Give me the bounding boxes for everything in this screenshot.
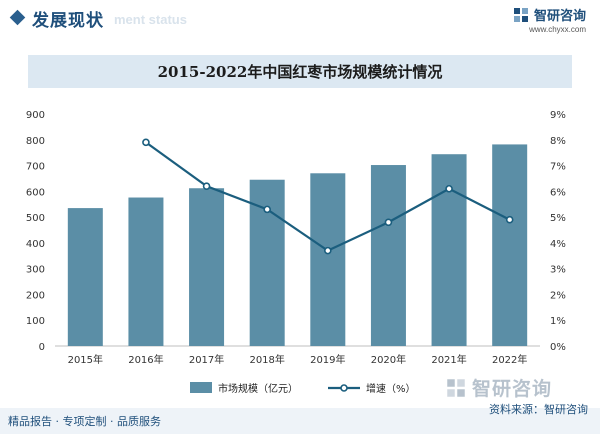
growth-point (384, 218, 393, 227)
y-left-tick-label: 0 (39, 342, 45, 353)
y-left-tick-label: 100 (26, 316, 45, 327)
y-right-tick-label: 2% (550, 290, 566, 301)
growth-point (263, 205, 271, 214)
bar (128, 197, 164, 346)
growth-point (142, 138, 150, 147)
y-right-tick-label: 7% (550, 162, 566, 173)
x-tick-label: 2017年 (189, 353, 224, 366)
x-tick-label: 2018年 (249, 353, 284, 366)
bar (370, 165, 406, 346)
chart-title: 2015-2022年中国红枣市场规模统计情况 (157, 63, 443, 81)
y-left-tick-label: 900 (26, 110, 45, 121)
bar (492, 144, 528, 346)
source-note: 资料来源：智研咨询 (489, 403, 588, 416)
x-tick-label: 2019年 (310, 353, 345, 366)
section-subtitle: ment status (114, 12, 187, 27)
x-tick-label: 2020年 (371, 353, 406, 366)
bar (67, 208, 103, 346)
y-left-tick-label: 800 (26, 136, 45, 147)
growth-point (445, 184, 453, 193)
legend-swatch-marker (340, 384, 348, 392)
x-tick-label: 2015年 (68, 353, 103, 366)
legend-swatch-bar (190, 382, 212, 393)
growth-point (202, 182, 211, 190)
y-right-tick-label: 5% (550, 213, 566, 224)
chyxx-logo-icon (513, 7, 528, 22)
y-right-tick-label: 0% (550, 342, 566, 353)
growth-point (505, 215, 514, 224)
y-right-tick-label: 9% (550, 110, 566, 121)
footer-bar (0, 408, 600, 434)
brand-name: 智研咨询 (533, 9, 586, 24)
bar (431, 154, 467, 346)
chart-title-bar: 2015-2022年中国红枣市场规模统计情况 (28, 55, 572, 88)
y-left-tick-label: 600 (26, 187, 45, 198)
bar (310, 173, 346, 346)
legend-label-line: 增速（%） (366, 382, 416, 395)
brand: 智研咨询 www.chyxx.com (513, 5, 586, 34)
legend-label-bar: 市场规模（亿元） (218, 382, 298, 395)
y-left-tick-label: 400 (26, 239, 45, 250)
growth-point (324, 246, 332, 255)
header: 发展现状 ment status 智研咨询 www.chyxx.com (0, 0, 600, 40)
watermark-brand-name: 智研咨询 (472, 378, 553, 400)
section-title: 发展现状 (32, 11, 104, 31)
x-tick-label: 2022年 (492, 353, 527, 366)
y-left-tick-label: 700 (26, 162, 45, 173)
y-right-tick-label: 1% (550, 316, 566, 327)
x-tick-label: 2016年 (128, 353, 163, 366)
footer-slogan: 精品报告 · 专项定制 · 品质服务 (8, 415, 161, 428)
y-left-tick-label: 500 (26, 213, 45, 224)
watermark-logo-icon (447, 378, 465, 397)
y-right-tick-label: 8% (550, 136, 566, 147)
x-tick-label: 2021年 (431, 353, 466, 366)
bar (189, 188, 225, 346)
y-left-tick-label: 300 (26, 265, 45, 276)
y-right-tick-label: 4% (550, 239, 566, 250)
watermark-brand: 智研咨询 (446, 374, 552, 401)
y-right-tick-label: 3% (550, 265, 566, 276)
brand-url: www.chyxx.com (529, 25, 586, 34)
y-left-tick-label: 200 (26, 290, 45, 301)
y-right-tick-label: 6% (550, 187, 566, 198)
